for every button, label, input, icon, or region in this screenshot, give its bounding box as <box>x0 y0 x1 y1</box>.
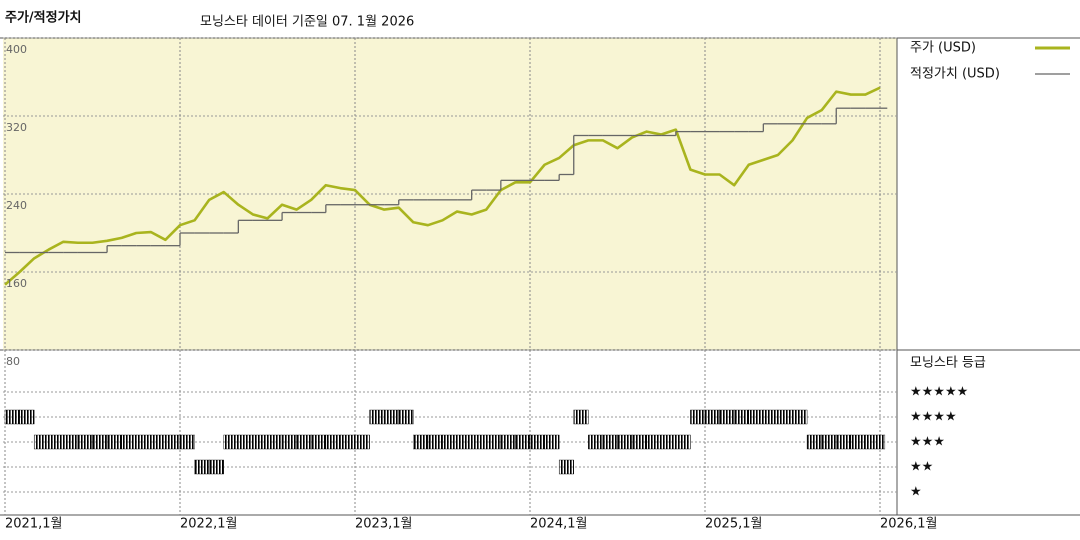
rating-bar <box>208 459 224 475</box>
rating-label: ★ <box>910 485 922 500</box>
rating-bar <box>369 409 385 425</box>
rating-bar <box>631 434 647 450</box>
x-tick-label: 2023,1월 <box>355 517 412 532</box>
rating-bar <box>296 434 312 450</box>
rating-bar <box>136 434 152 450</box>
rating-bar <box>588 434 604 450</box>
rating-bar <box>836 434 852 450</box>
rating-bar <box>77 434 93 450</box>
rating-bar <box>19 409 35 425</box>
rating-label: ★★★★ <box>910 410 957 425</box>
y-tick-label: 240 <box>6 199 27 212</box>
rating-bar <box>383 409 399 425</box>
rating-bar <box>106 434 122 450</box>
rating-bar <box>179 434 195 450</box>
rating-bar <box>821 434 837 450</box>
rating-bar <box>456 434 472 450</box>
rating-bar <box>486 434 502 450</box>
chart-subtitle: 모닝스타 데이터 기준일 07. 1월 2026 <box>200 15 414 30</box>
legend-label: 주가 (USD) <box>910 41 976 56</box>
rating-bar <box>763 409 779 425</box>
rating-bar <box>63 434 79 450</box>
rating-bar <box>354 434 370 450</box>
y-tick-label: 160 <box>6 277 27 290</box>
rating-bar <box>661 434 677 450</box>
rating-bar <box>558 459 574 475</box>
rating-bar <box>238 434 254 450</box>
rating-label: ★★★★★ <box>910 385 968 400</box>
rating-bar <box>704 409 720 425</box>
rating-bar <box>427 434 443 450</box>
rating-bar <box>311 434 327 450</box>
chart-title: 주가/적정가치 <box>5 10 82 26</box>
rating-bar <box>777 409 793 425</box>
rating-bar <box>617 434 633 450</box>
rating-bar <box>690 409 706 425</box>
rating-bar <box>748 409 764 425</box>
rating-bar <box>646 434 662 450</box>
rating-bar <box>879 434 886 450</box>
rating-bar <box>150 434 166 450</box>
rating-bar <box>865 434 881 450</box>
x-tick-label: 2026,1월 <box>880 517 937 532</box>
x-tick-label: 2025,1월 <box>705 517 762 532</box>
y-tick-label: 320 <box>6 121 27 134</box>
rating-bar <box>413 434 429 450</box>
rating-bar <box>471 434 487 450</box>
rating-bar <box>165 434 181 450</box>
rating-bar <box>252 434 268 450</box>
rating-bar <box>92 434 108 450</box>
rating-bar <box>121 434 137 450</box>
rating-bar <box>544 434 560 450</box>
rating-bar <box>194 459 210 475</box>
rating-bar <box>4 409 20 425</box>
rating-bar <box>733 409 749 425</box>
rating-bar <box>500 434 516 450</box>
rating-bar <box>398 409 414 425</box>
rating-bar <box>850 434 866 450</box>
rating-bar <box>675 434 691 450</box>
rating-label: ★★★ <box>910 435 945 450</box>
rating-bar <box>602 434 618 450</box>
rating-bar <box>340 434 356 450</box>
rating-bar <box>806 434 822 450</box>
rating-bar <box>719 409 735 425</box>
rating-bar <box>442 434 458 450</box>
legend-label: 적정가치 (USD) <box>910 67 1000 82</box>
rating-bar <box>573 409 589 425</box>
rating-bar <box>529 434 545 450</box>
rating-title: 모닝스타 등급 <box>910 356 986 371</box>
rating-bar <box>33 434 49 450</box>
y-tick-label: 80 <box>6 355 20 368</box>
rating-bar <box>792 409 808 425</box>
rating-bar <box>267 434 283 450</box>
rating-label: ★★ <box>910 460 933 475</box>
rating-bar <box>223 434 239 450</box>
rating-bar <box>48 434 64 450</box>
plot-background <box>3 38 897 350</box>
rating-bar <box>281 434 297 450</box>
price-line <box>4 86 881 286</box>
x-tick-label: 2021,1월 <box>5 517 62 532</box>
y-tick-label: 400 <box>6 43 27 56</box>
x-tick-label: 2022,1월 <box>180 517 237 532</box>
rating-bar <box>515 434 531 450</box>
rating-bar <box>325 434 341 450</box>
x-tick-label: 2024,1월 <box>530 517 587 532</box>
